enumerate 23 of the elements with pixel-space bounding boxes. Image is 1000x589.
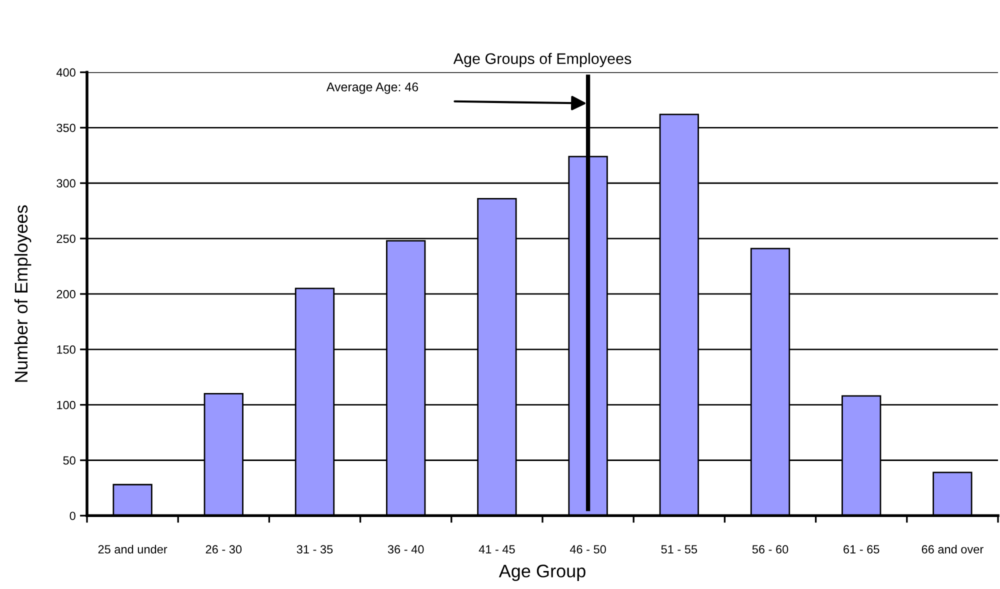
x-tick-label: 25 and under xyxy=(98,544,168,554)
y-axis-title: Number of Employees xyxy=(14,205,32,382)
y-tick-label: 350 xyxy=(56,124,76,132)
x-tick-label: 66 and over xyxy=(922,544,984,554)
x-tick-label: 61 - 65 xyxy=(844,545,880,554)
y-tick-label: 200 xyxy=(56,290,76,298)
x-tick-label: 56 - 60 xyxy=(752,545,788,554)
x-axis-title: Age Group xyxy=(498,564,586,582)
x-tick-label: 31 - 35 xyxy=(296,545,333,554)
x-tick-label: 41 - 45 xyxy=(478,545,515,554)
ref-line-label: Average Age: 46 xyxy=(326,82,418,94)
x-tick-label: 46 - 50 xyxy=(570,545,606,554)
x-tick-label: 51 - 55 xyxy=(661,545,698,554)
y-tick-label: 100 xyxy=(57,400,76,410)
x-tick-label: 36 - 40 xyxy=(388,545,424,554)
y-tick-label: 300 xyxy=(56,179,76,188)
chart-title: Age Groups of Employees xyxy=(453,52,632,68)
y-tick-label: 400 xyxy=(56,68,76,77)
y-tick-label: 250 xyxy=(56,234,76,243)
y-tick-label: 150 xyxy=(57,345,76,354)
y-tick-label: 0 xyxy=(70,512,76,520)
y-tick-label: 50 xyxy=(63,456,76,465)
x-tick-label: 26 - 30 xyxy=(206,545,242,554)
